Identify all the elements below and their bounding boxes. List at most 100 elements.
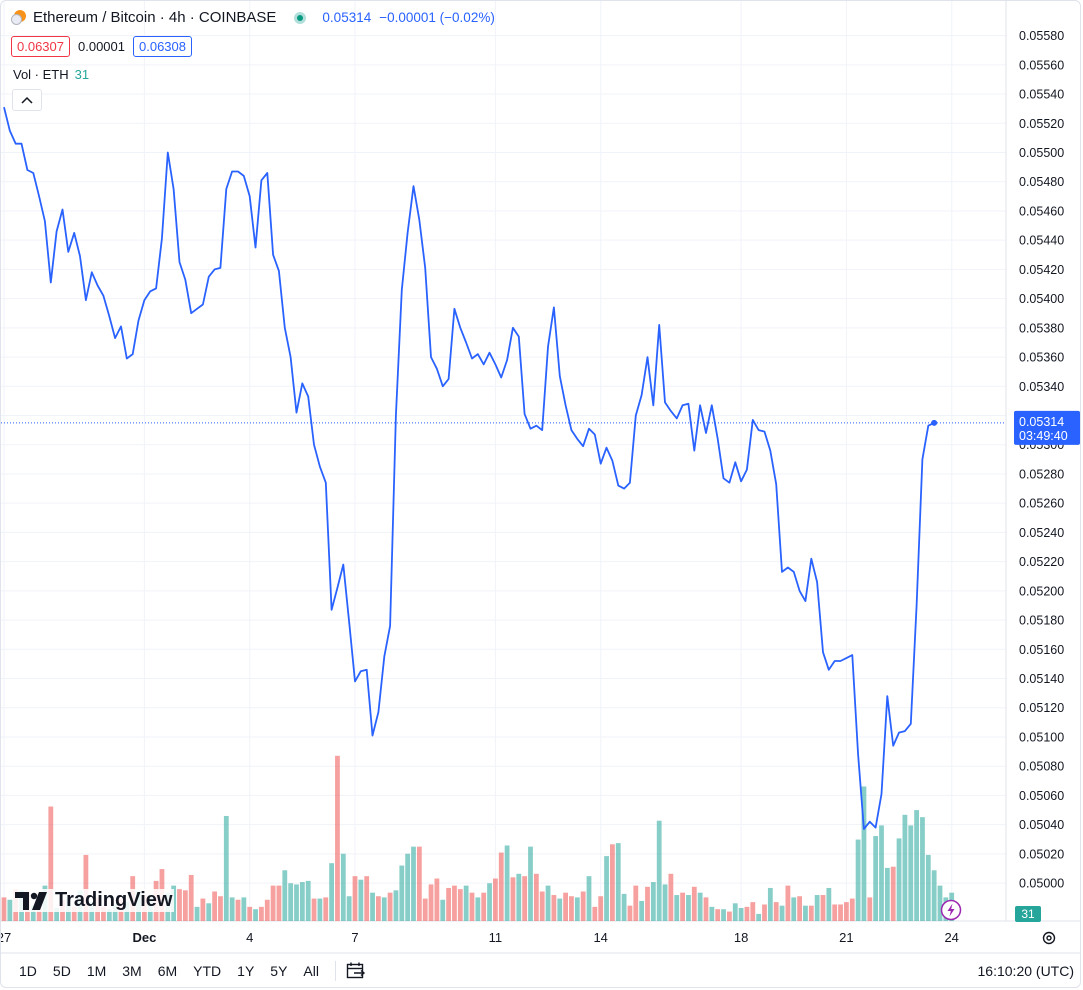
buy-button[interactable]: 0.06308: [133, 36, 192, 57]
volume-bar: [697, 892, 703, 921]
symbol-title[interactable]: Ethereum / Bitcoin · 4h · COINBASE: [33, 9, 277, 26]
volume-bar: [902, 814, 908, 921]
volume-bar: [434, 878, 440, 921]
price-tick-label: 0.05520: [1019, 117, 1064, 131]
tradingview-logo[interactable]: TradingView: [13, 889, 175, 912]
price-change: −0.00001 (−0.02%): [379, 10, 495, 25]
volume-bar: [627, 905, 633, 921]
volume-bar: [106, 909, 112, 921]
volume-bar: [381, 897, 387, 921]
volume-bar: [861, 786, 867, 921]
volume-bar: [551, 895, 557, 921]
volume-bar: [305, 880, 311, 921]
volume-bar: [639, 900, 645, 921]
timeframe-5y[interactable]: 5Y: [270, 963, 288, 979]
volume-bar: [832, 904, 838, 921]
volume-bar: [475, 897, 481, 921]
symbol-icon: [11, 9, 27, 26]
volume-bar: [352, 876, 358, 921]
volume-bar: [545, 885, 551, 921]
timeframe-1y[interactable]: 1Y: [237, 963, 255, 979]
volume-bar: [422, 898, 428, 921]
volume-bar: [797, 896, 802, 921]
volume-bar: [30, 905, 36, 921]
volume-bar: [101, 906, 106, 921]
volume-bar: [457, 889, 463, 921]
price-tick-label: 0.05420: [1019, 263, 1064, 277]
volume-bar: [539, 891, 545, 921]
volume-bar: [212, 891, 217, 921]
timeframe-1d[interactable]: 1D: [19, 963, 37, 979]
volume-label[interactable]: Vol · ETH: [13, 67, 69, 82]
volume-badge-value: 31: [1021, 907, 1035, 921]
volume-bar: [498, 852, 504, 921]
volume-bar: [896, 838, 902, 921]
volume-bar: [931, 870, 937, 921]
sell-button[interactable]: 0.06307: [11, 36, 70, 57]
price-line: [3, 106, 935, 830]
timeframe-1m[interactable]: 1M: [86, 963, 107, 979]
timeframe-3m[interactable]: 3M: [122, 963, 142, 979]
volume-bar: [668, 873, 674, 921]
volume-bar: [504, 845, 510, 921]
price-tick-label: 0.05020: [1019, 847, 1064, 861]
lightning-icon[interactable]: [940, 899, 962, 921]
volume-bar: [633, 885, 639, 921]
price-tick-label: 0.05180: [1019, 614, 1064, 628]
volume-bar: [820, 895, 826, 921]
settings-gear-icon[interactable]: [1038, 927, 1060, 949]
market-open-icon: [294, 11, 307, 24]
volume-bar: [814, 895, 820, 921]
volume-bar: [703, 897, 709, 921]
volume-bar: [767, 887, 773, 921]
volume-bar: [621, 893, 627, 921]
utc-clock[interactable]: 16:10:20 (UTC): [977, 963, 1074, 979]
volume-bar: [615, 843, 621, 921]
price-tick-label: 0.05500: [1019, 146, 1064, 160]
volume-bar: [528, 846, 533, 921]
price-tick-label: 0.05080: [1019, 760, 1064, 774]
volume-bar: [826, 887, 832, 921]
volume-bar: [311, 898, 317, 921]
volume-badge: [1015, 906, 1041, 922]
volume-bar: [493, 878, 498, 921]
volume-bar: [288, 883, 294, 921]
volume-bar: [884, 867, 890, 921]
timeframe-all[interactable]: All: [303, 963, 319, 979]
price-tick-label: 0.05160: [1019, 643, 1064, 657]
volume-bar: [276, 885, 282, 921]
volume-bar: [241, 897, 247, 921]
volume-bar: [867, 897, 873, 921]
volume-bar: [346, 896, 352, 921]
volume-bar: [533, 873, 539, 921]
price-tick-label: 0.05340: [1019, 380, 1064, 394]
volume-bar: [71, 906, 77, 921]
timeframe-5d[interactable]: 5D: [52, 963, 71, 979]
volume-bar: [177, 889, 182, 921]
price-tick-label: 0.05360: [1019, 351, 1064, 365]
volume-bar: [610, 844, 615, 921]
volume-bar: [803, 905, 808, 921]
volume-bar: [732, 903, 738, 921]
volume-bar: [574, 897, 580, 921]
volume-bar: [785, 885, 791, 921]
price-tick-label: 0.05440: [1019, 234, 1064, 248]
timeframe-ytd[interactable]: YTD: [193, 963, 222, 979]
tradingview-logo-text: TradingView: [55, 889, 173, 911]
volume-bar: [563, 892, 568, 921]
date-range-button[interactable]: [346, 962, 366, 980]
volume-legend: Vol · ETH 31: [13, 67, 89, 82]
price-tick-label: 0.05580: [1019, 29, 1064, 43]
volume-bar: [516, 873, 522, 921]
timeframe-6m[interactable]: 6M: [157, 963, 178, 979]
collapse-legend-button[interactable]: [12, 89, 42, 111]
price-tick-label: 0.05120: [1019, 701, 1064, 715]
price-tick-label: 0.05140: [1019, 672, 1064, 686]
volume-bar: [592, 906, 598, 921]
volume-bar: [399, 865, 405, 921]
volume-bar: [937, 885, 943, 921]
last-price-badge: [1014, 410, 1080, 445]
spread-value: 0.00001: [78, 39, 125, 54]
